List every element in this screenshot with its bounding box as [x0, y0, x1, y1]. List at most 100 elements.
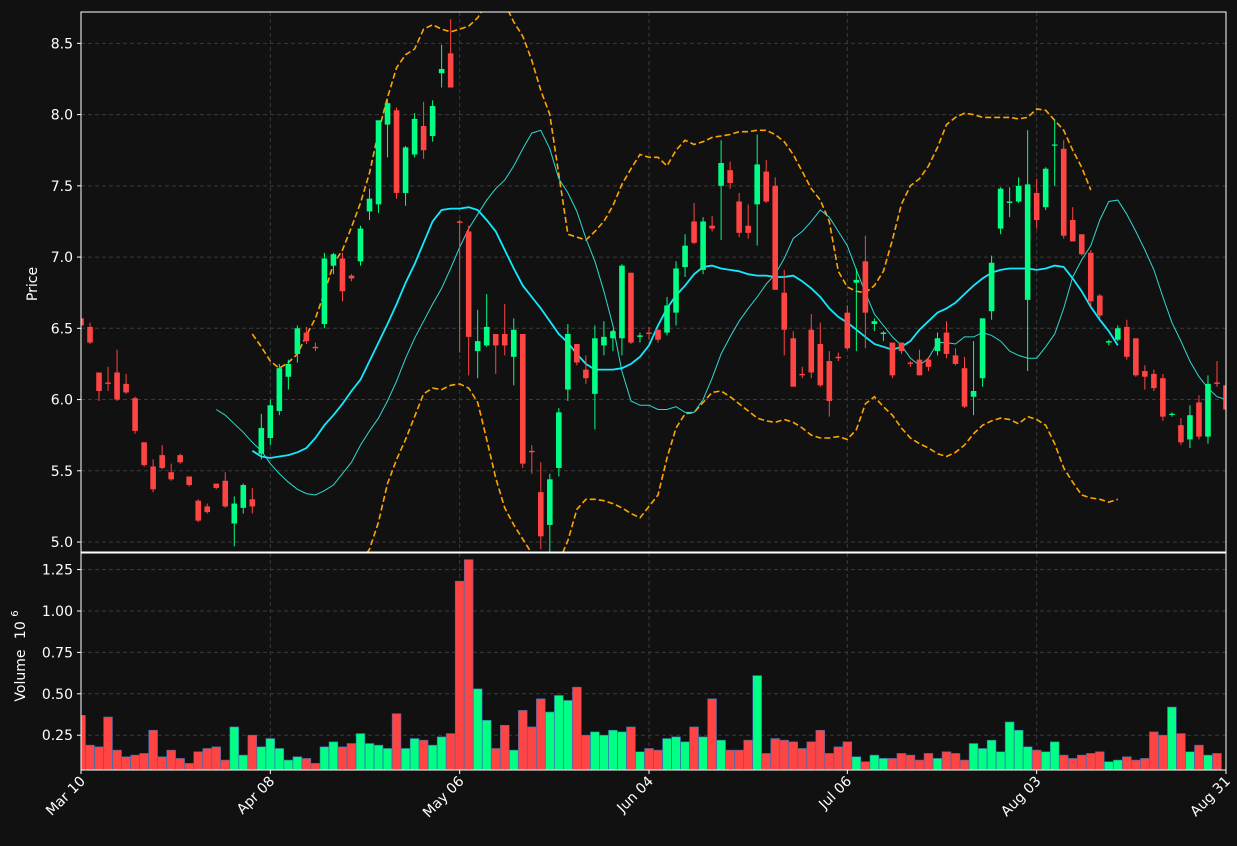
volume-bar: [256, 746, 267, 771]
volume-bar: [1068, 758, 1078, 771]
candle: [114, 349, 120, 401]
candle: [276, 363, 283, 416]
volume-bar: [869, 754, 880, 771]
candle-body: [393, 110, 400, 193]
candle: [727, 161, 733, 189]
candle: [637, 332, 643, 343]
candle: [258, 413, 265, 460]
candle-body: [538, 492, 544, 537]
volume-bar: [536, 698, 546, 771]
candle-body: [826, 361, 833, 401]
volume-bar: [94, 746, 104, 771]
volume-bar: [1212, 753, 1222, 771]
candle-body: [727, 170, 733, 183]
candle: [745, 204, 751, 239]
candle-body: [1051, 144, 1058, 146]
candle: [1115, 325, 1121, 342]
volume-bar: [454, 580, 465, 771]
candle: [168, 463, 174, 481]
candle: [1196, 395, 1202, 440]
volume-panel-frame: [80, 552, 1227, 771]
candle-body: [402, 147, 409, 193]
volume-bar: [995, 751, 1006, 771]
volume-bar: [292, 756, 303, 771]
candle-body: [1106, 341, 1112, 343]
candle: [1151, 369, 1157, 391]
volume-bar: [80, 715, 86, 771]
candle-body: [312, 346, 319, 349]
volume-bar: [1140, 758, 1150, 771]
volume-bar: [391, 713, 402, 771]
candle: [1178, 418, 1184, 446]
volume-bar: [680, 741, 690, 771]
volume-bar: [463, 559, 474, 771]
price-y-tick-label: 6.5: [51, 321, 73, 337]
candle-body: [1124, 326, 1130, 357]
candle-body: [709, 225, 715, 229]
candle-body: [240, 485, 247, 508]
candle: [601, 321, 607, 356]
candle: [790, 331, 797, 387]
candle: [997, 187, 1004, 235]
candle-body: [682, 245, 688, 268]
candle-body: [835, 356, 842, 359]
short-ma-line: [215, 129, 1226, 496]
candle: [465, 225, 472, 376]
candle-body: [556, 412, 562, 468]
candle-body: [348, 275, 355, 279]
candle: [709, 215, 715, 232]
volume-bar: [310, 763, 321, 771]
candle-body: [772, 185, 779, 290]
candle-body: [1078, 234, 1085, 255]
candle: [411, 113, 418, 158]
candle-body: [447, 53, 454, 88]
candle-body: [916, 359, 923, 376]
volume-bar: [887, 758, 898, 771]
candle-body: [799, 373, 806, 376]
candle: [826, 351, 833, 417]
candle-body: [132, 398, 138, 431]
candle: [772, 177, 779, 290]
candle: [321, 252, 328, 329]
candle: [267, 399, 274, 446]
volume-bar: [941, 751, 952, 771]
candle-body: [519, 334, 526, 464]
candle: [1169, 412, 1175, 417]
volume-bar: [932, 758, 943, 771]
candle: [925, 356, 932, 372]
volume-axis-label: Volume 10 6: [10, 610, 29, 701]
price-y-tick-label: 7.0: [51, 250, 73, 266]
candle-body: [1187, 415, 1193, 440]
volume-bar: [346, 743, 357, 771]
volume-bar: [328, 741, 339, 771]
candle-body: [1033, 192, 1040, 221]
candle-body: [889, 342, 896, 376]
candle: [592, 325, 598, 430]
candle: [501, 304, 508, 356]
volume-bar: [635, 751, 645, 771]
candle: [556, 408, 562, 477]
candle-body: [961, 368, 968, 407]
volume-bar: [977, 748, 988, 771]
candle: [664, 296, 670, 336]
candle: [195, 499, 201, 523]
volume-bar: [968, 743, 979, 771]
candle: [1142, 365, 1148, 390]
volume-bar: [644, 748, 654, 771]
volume-y-tick-label: 0.50: [42, 687, 73, 703]
candle: [628, 272, 634, 344]
candle: [979, 318, 986, 387]
candle-body: [673, 268, 679, 313]
candle: [213, 483, 220, 490]
candle: [736, 192, 742, 238]
candle-body: [844, 312, 851, 349]
price-y-ticks: 5.0 5.5 6.0 6.5 7.0 7.5 8.0 8.5: [51, 36, 81, 551]
candle: [691, 202, 697, 245]
candle: [528, 445, 535, 474]
volume-bar: [752, 675, 762, 771]
candle-body: [871, 321, 878, 325]
candle: [1006, 187, 1013, 218]
candle-body: [943, 332, 950, 354]
volume-bar: [1004, 721, 1015, 771]
